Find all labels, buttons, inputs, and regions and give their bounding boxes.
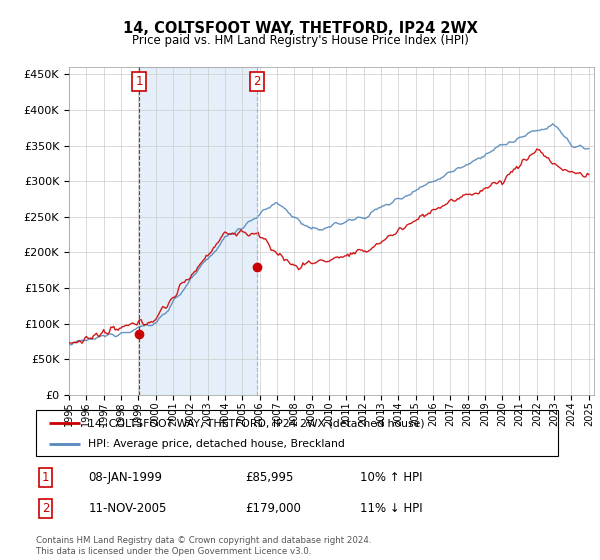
- Text: 08-JAN-1999: 08-JAN-1999: [88, 471, 162, 484]
- Text: Price paid vs. HM Land Registry's House Price Index (HPI): Price paid vs. HM Land Registry's House …: [131, 34, 469, 46]
- Text: 10% ↑ HPI: 10% ↑ HPI: [359, 471, 422, 484]
- Text: 14, COLTSFOOT WAY, THETFORD, IP24 2WX: 14, COLTSFOOT WAY, THETFORD, IP24 2WX: [122, 21, 478, 36]
- Text: HPI: Average price, detached house, Breckland: HPI: Average price, detached house, Brec…: [88, 440, 345, 450]
- Bar: [139, 67, 257, 395]
- Text: 1: 1: [41, 471, 49, 484]
- Text: £85,995: £85,995: [245, 471, 293, 484]
- Text: 2: 2: [254, 75, 261, 88]
- Text: 1: 1: [135, 75, 143, 88]
- Text: 11-NOV-2005: 11-NOV-2005: [88, 502, 167, 515]
- Text: £179,000: £179,000: [245, 502, 301, 515]
- Text: 14, COLTSFOOT WAY, THETFORD, IP24 2WX (detached house): 14, COLTSFOOT WAY, THETFORD, IP24 2WX (d…: [88, 418, 425, 428]
- Text: 11% ↓ HPI: 11% ↓ HPI: [359, 502, 422, 515]
- Text: 2: 2: [41, 502, 49, 515]
- Text: Contains HM Land Registry data © Crown copyright and database right 2024.
This d: Contains HM Land Registry data © Crown c…: [36, 536, 371, 556]
